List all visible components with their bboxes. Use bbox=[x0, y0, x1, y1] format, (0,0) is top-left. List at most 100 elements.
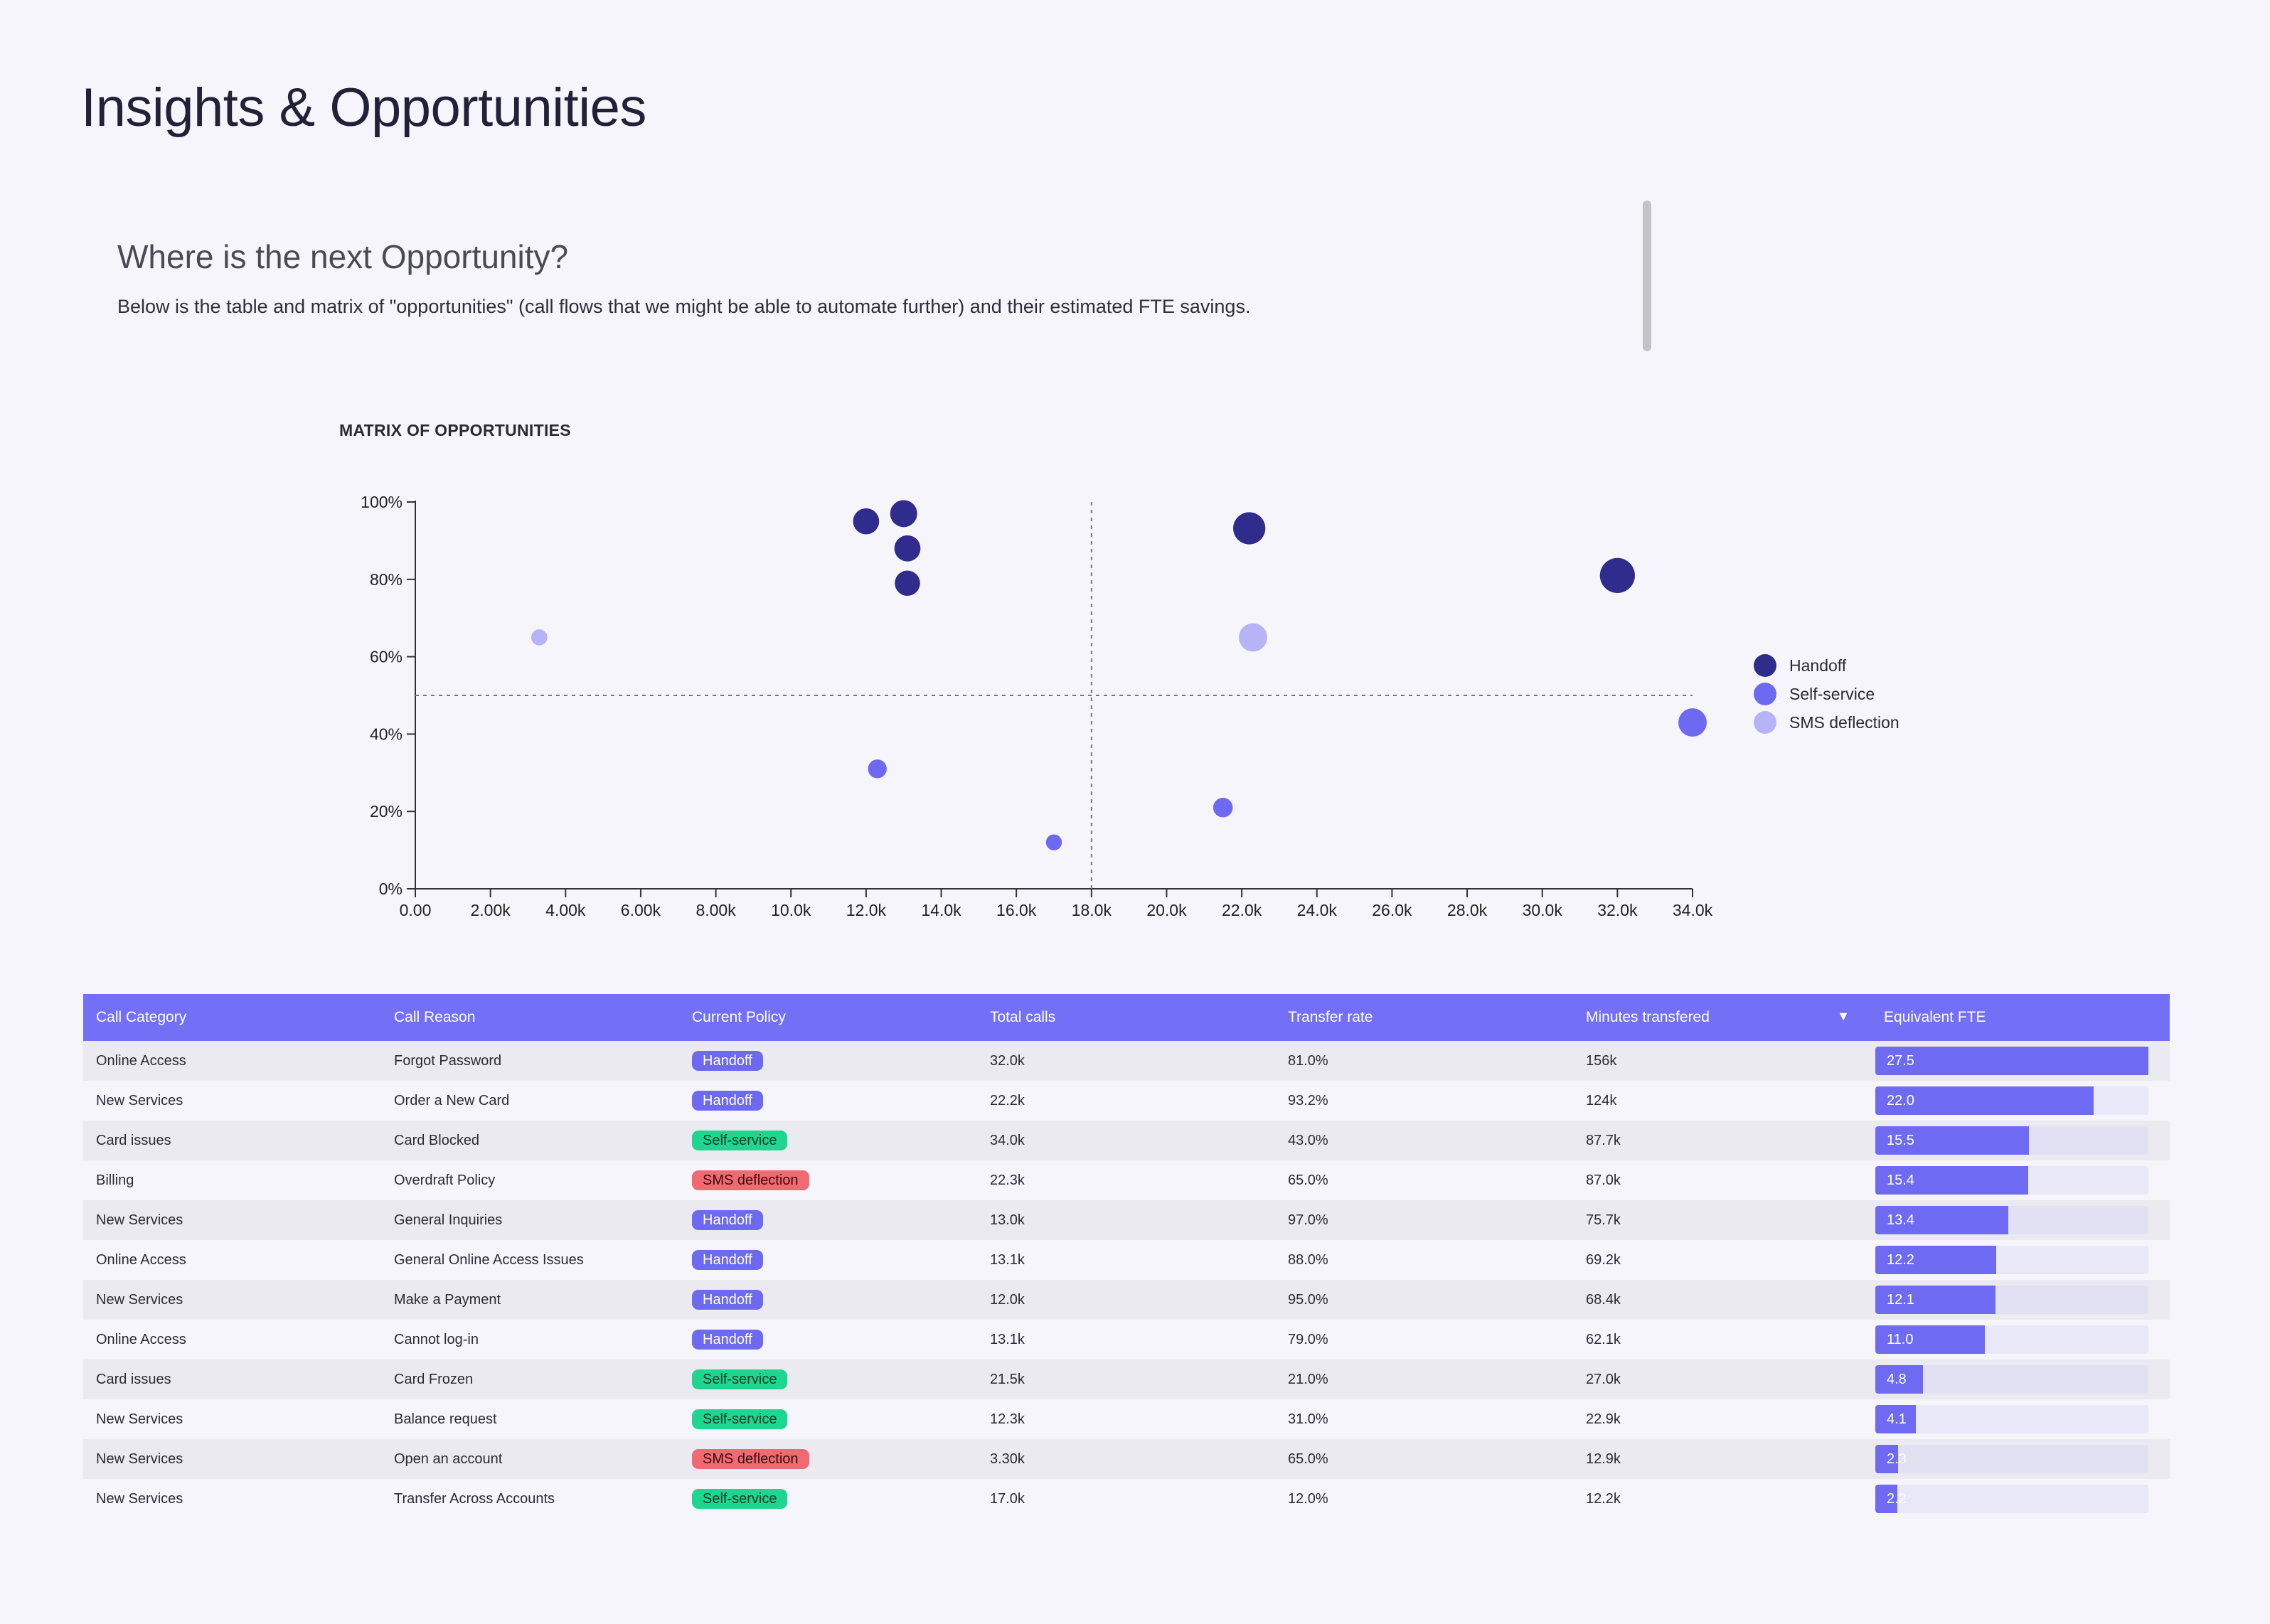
x-tick-label: 8.00k bbox=[696, 901, 736, 919]
fte-bar: 4.1 bbox=[1875, 1405, 2148, 1433]
column-header-minutes-transfered[interactable]: Minutes transfered ▼ bbox=[1573, 994, 1871, 1041]
policy-badge: Self-service bbox=[692, 1131, 788, 1150]
column-header-call-category[interactable]: Call Category bbox=[96, 1009, 187, 1025]
table-row[interactable]: Online Access General Online Access Issue… bbox=[83, 1240, 2170, 1280]
section-title: Where is the next Opportunity? bbox=[117, 238, 569, 275]
cell-total-calls: 34.0k bbox=[990, 1132, 1025, 1148]
cell-call-reason: Cannot log-in bbox=[394, 1331, 479, 1347]
data-point bbox=[1213, 797, 1233, 818]
cell-call-category: New Services bbox=[96, 1411, 183, 1427]
fte-bar: 13.4 bbox=[1875, 1206, 2148, 1234]
cell-call-category: Card issues bbox=[96, 1371, 171, 1387]
opportunity-matrix-chart: 0.00 2.00k 4.00k 6.00k 8.00k 10.0k 12.0k 14.0k 1… bbox=[361, 493, 1712, 919]
cell-minutes-transfered: 68.4k bbox=[1586, 1291, 1621, 1308]
table-row[interactable]: New Services Make a Payment Handoff 12.0k 95… bbox=[83, 1280, 2170, 1320]
cell-total-calls: 13.1k bbox=[990, 1251, 1025, 1268]
cell-total-calls: 13.0k bbox=[990, 1212, 1025, 1228]
fte-bar: 4.8 bbox=[1875, 1365, 2148, 1394]
cell-call-category: New Services bbox=[96, 1092, 183, 1109]
x-tick-label: 0.00 bbox=[400, 901, 432, 919]
policy-badge: Handoff bbox=[692, 1290, 763, 1310]
data-point bbox=[890, 500, 917, 528]
cell-minutes-transfered: 22.9k bbox=[1586, 1411, 1621, 1427]
column-header-transfer-rate[interactable]: Transfer rate bbox=[1288, 1009, 1373, 1025]
fte-value: 2.2 bbox=[1887, 1491, 1907, 1507]
table-row[interactable]: Card issues Card Blocked Self-service 34.0k… bbox=[83, 1121, 2170, 1160]
cell-current-policy: Handoff bbox=[679, 1280, 977, 1320]
table-row[interactable]: New Services Transfer Across Accounts Self… bbox=[83, 1479, 2170, 1519]
cell-total-calls: 13.1k bbox=[990, 1331, 1025, 1347]
policy-badge: Self-service bbox=[692, 1489, 788, 1509]
fte-value: 4.8 bbox=[1887, 1372, 1907, 1387]
policy-badge: Handoff bbox=[692, 1250, 763, 1270]
cell-current-policy: SMS deflection bbox=[679, 1439, 977, 1479]
cell-transfer-rate: 21.0% bbox=[1288, 1371, 1328, 1387]
fte-value: 12.1 bbox=[1887, 1292, 1914, 1308]
x-tick-label: 10.0k bbox=[771, 901, 811, 919]
legend-label: SMS deflection bbox=[1789, 712, 1899, 732]
cell-minutes-transfered: 62.1k bbox=[1586, 1331, 1621, 1347]
fte-bar: 12.1 bbox=[1875, 1286, 2148, 1314]
cell-minutes-transfered: 12.9k bbox=[1586, 1451, 1621, 1467]
fte-bar-fill bbox=[1875, 1445, 1899, 1473]
cell-equivalent-fte: 27.5 bbox=[1871, 1041, 2170, 1081]
scrollbar-thumb[interactable] bbox=[1643, 201, 1651, 351]
table-row[interactable]: Billing Overdraft Policy SMS deflection 22.… bbox=[83, 1160, 2170, 1200]
caret-down-icon[interactable]: ▼ bbox=[1837, 1009, 1850, 1023]
cell-call-reason: General Online Access Issues bbox=[394, 1251, 584, 1268]
column-header-equivalent-fte[interactable]: Equivalent FTE bbox=[1884, 1009, 1986, 1025]
cell-call-reason: Balance request bbox=[394, 1411, 497, 1427]
table-row[interactable]: New Services General Inquiries Handoff 13.0… bbox=[83, 1200, 2170, 1240]
fte-bar-fill bbox=[1875, 1126, 2030, 1155]
cell-current-policy: Handoff bbox=[679, 1240, 977, 1280]
table-row[interactable]: Card issues Card Frozen Self-service 21.5k 2… bbox=[83, 1359, 2170, 1399]
chart-title: MATRIX OF OPPORTUNITIES bbox=[339, 421, 571, 439]
cell-transfer-rate: 93.2% bbox=[1288, 1092, 1328, 1109]
cell-minutes-transfered: 124k bbox=[1586, 1092, 1617, 1109]
cell-transfer-rate: 31.0% bbox=[1288, 1411, 1328, 1427]
fte-bar: 11.0 bbox=[1875, 1325, 2148, 1354]
fte-bar-fill bbox=[1875, 1485, 1897, 1513]
x-tick-label: 26.0k bbox=[1372, 901, 1412, 919]
fte-bar: 2.3 bbox=[1875, 1445, 2148, 1473]
x-tick-label: 18.0k bbox=[1072, 901, 1112, 919]
fte-value: 15.4 bbox=[1887, 1172, 1914, 1188]
data-point bbox=[853, 508, 880, 535]
cell-current-policy: Self-service bbox=[679, 1479, 977, 1519]
cell-call-reason: General Inquiries bbox=[394, 1212, 503, 1228]
fte-bar: 2.2 bbox=[1875, 1485, 2148, 1513]
data-point bbox=[531, 629, 548, 646]
cell-equivalent-fte: 22.0 bbox=[1871, 1081, 2170, 1121]
fte-bar: 12.2 bbox=[1875, 1246, 2148, 1274]
cell-equivalent-fte: 12.2 bbox=[1871, 1240, 2170, 1280]
fte-value: 12.2 bbox=[1887, 1252, 1914, 1268]
policy-badge: SMS deflection bbox=[692, 1449, 809, 1469]
cell-minutes-transfered: 87.0k bbox=[1586, 1172, 1621, 1188]
legend-item[interactable]: SMS deflection bbox=[1754, 708, 1899, 737]
cell-equivalent-fte: 11.0 bbox=[1871, 1320, 2170, 1359]
column-header-total-calls[interactable]: Total calls bbox=[990, 1009, 1056, 1025]
table-row[interactable]: New Services Open an account SMS deflectio… bbox=[83, 1439, 2170, 1479]
y-tick-label: 100% bbox=[361, 493, 403, 511]
x-tick-label: 20.0k bbox=[1146, 901, 1187, 919]
cell-call-reason: Order a New Card bbox=[394, 1092, 510, 1109]
fte-value: 2.3 bbox=[1887, 1451, 1907, 1467]
policy-badge: Handoff bbox=[692, 1051, 763, 1071]
table-row[interactable]: New Services Order a New Card Handoff 22.2k… bbox=[83, 1081, 2170, 1121]
legend-item[interactable]: Handoff bbox=[1754, 651, 1899, 680]
legend-item[interactable]: Self-service bbox=[1754, 680, 1899, 708]
x-tick-label: 24.0k bbox=[1297, 901, 1338, 919]
cell-total-calls: 21.5k bbox=[990, 1371, 1025, 1387]
cell-current-policy: Self-service bbox=[679, 1121, 977, 1160]
cell-transfer-rate: 43.0% bbox=[1288, 1132, 1328, 1148]
policy-badge: Handoff bbox=[692, 1091, 763, 1111]
table-row[interactable]: Online Access Forgot Password Handoff 32.0k… bbox=[83, 1041, 2170, 1081]
cell-current-policy: Handoff bbox=[679, 1200, 977, 1240]
column-header-current-policy[interactable]: Current Policy bbox=[692, 1009, 786, 1025]
fte-bar: 15.4 bbox=[1875, 1166, 2148, 1195]
cell-equivalent-fte: 13.4 bbox=[1871, 1200, 2170, 1240]
table-row[interactable]: New Services Balance request Self-service 1… bbox=[83, 1399, 2170, 1439]
table-row[interactable]: Online Access Cannot log-in Handoff 13.1k 79… bbox=[83, 1320, 2170, 1359]
column-header-call-reason[interactable]: Call Reason bbox=[394, 1009, 476, 1025]
data-point bbox=[868, 759, 887, 779]
